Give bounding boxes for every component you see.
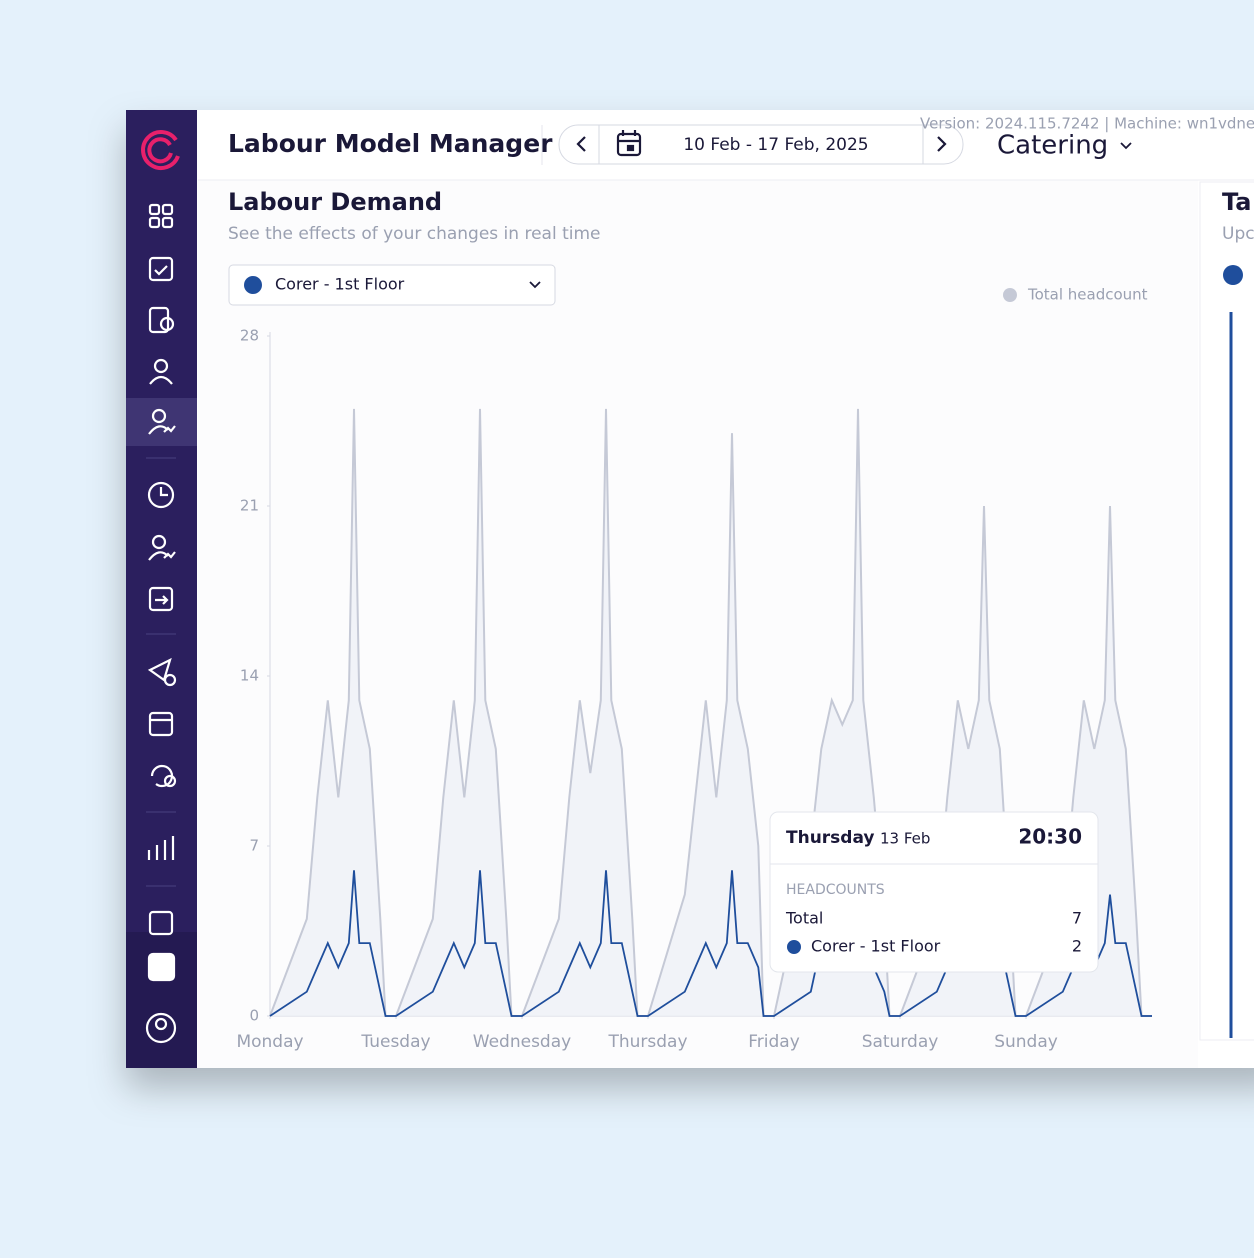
sidebar-icons[interactable]	[145, 203, 177, 1044]
date-picker[interactable]	[558, 124, 964, 165]
tooltip: Thursday 13 Feb 20:30 HEADCOUNTS Total 7…	[769, 811, 1099, 973]
x-tick-label: Tuesday	[360, 1032, 430, 1052]
side-title: Ta	[1222, 188, 1251, 216]
x-tick-label: Friday	[748, 1032, 800, 1052]
select-caret	[529, 281, 541, 289]
prev-button[interactable]	[576, 136, 586, 152]
date-range: 10 Feb - 17 Feb, 2025	[683, 135, 868, 155]
tooltip-time: 20:30	[1018, 825, 1082, 849]
sidebar-separators	[146, 457, 176, 887]
tooltip-label: Total	[785, 909, 823, 928]
logo	[141, 130, 180, 170]
tooltip-value: 2	[1072, 937, 1082, 956]
sidebar-footer	[126, 932, 197, 1068]
y-tick-label: 0	[249, 1007, 259, 1025]
legend-label: Total headcount	[1027, 286, 1148, 304]
panel-subtitle: See the effects of your changes in real …	[228, 224, 601, 244]
y-tick-label: 21	[240, 497, 259, 515]
x-tick-label: Monday	[236, 1032, 303, 1052]
calendar-icon	[616, 130, 642, 157]
series-line	[269, 870, 1152, 1017]
x-tick-label: Wednesday	[473, 1032, 571, 1052]
side-panel	[1199, 181, 1254, 1041]
app-title: Labour Model Manager	[228, 129, 553, 158]
tooltip-heading: HEADCOUNTS	[786, 882, 885, 898]
tooltip-value: 7	[1072, 909, 1082, 928]
y-tick-label: 14	[240, 667, 259, 685]
tooltip-box	[769, 811, 1099, 973]
series-select-label: Corer - 1st Floor	[275, 275, 405, 294]
x-tick-label: Thursday	[607, 1032, 687, 1052]
x-tick-label: Sunday	[994, 1032, 1058, 1052]
x-tick-label: Saturday	[862, 1032, 939, 1052]
series-area	[270, 408, 1152, 1016]
series-dot	[244, 276, 262, 294]
app: Labour Model Manager 10 Feb - 17 Feb, 20…	[126, 110, 1254, 1068]
series-select[interactable]	[228, 264, 556, 306]
side-subtitle: Upc	[1222, 224, 1254, 244]
tooltip-date: 13 Feb	[880, 830, 930, 848]
version-info: Version: 2024.115.7242 | Machine: wn1vdn…	[920, 115, 1254, 133]
side-dot	[1223, 265, 1243, 285]
y-tick-label: 28	[240, 327, 259, 345]
tooltip-day: Thursday	[786, 828, 875, 848]
location-select[interactable]: Catering	[997, 131, 1108, 161]
tooltip-dot	[787, 940, 801, 954]
next-button[interactable]	[937, 136, 947, 152]
legend-dot	[1003, 288, 1017, 302]
location-caret	[1120, 142, 1132, 150]
panel-title: Labour Demand	[228, 188, 442, 216]
tooltip-label: Corer - 1st Floor	[811, 937, 941, 956]
y-tick-label: 7	[249, 837, 259, 855]
